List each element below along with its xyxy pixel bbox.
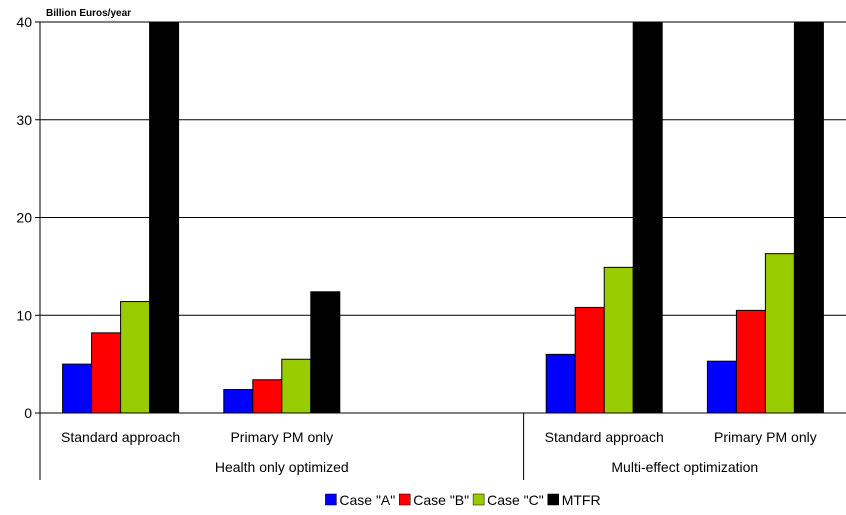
- y-tick-label: 20: [16, 210, 32, 226]
- legend-label: Case "B": [413, 492, 469, 508]
- legend-swatch: [472, 493, 485, 506]
- y-tick-label: 10: [16, 307, 32, 323]
- bar: [62, 363, 93, 414]
- y-tick-label: 0: [24, 405, 32, 421]
- legend-swatch: [399, 493, 411, 506]
- legend-label: Case "C": [487, 492, 544, 508]
- bar: [91, 332, 122, 414]
- bars: [62, 21, 824, 414]
- x-category-label: Primary PM only: [230, 429, 333, 445]
- x-category-label: Standard approach: [545, 429, 664, 445]
- y-tick-labels: 0 10 20 30 40: [16, 14, 32, 421]
- bar: [223, 389, 254, 414]
- x-category-label: Standard approach: [61, 429, 180, 445]
- bar: [735, 309, 766, 414]
- bar: [149, 21, 180, 414]
- legend-label: Case "A": [339, 492, 395, 508]
- y-tick-label: 30: [16, 112, 32, 128]
- y-tick-label: 40: [16, 14, 32, 30]
- bar: [120, 301, 151, 414]
- bar: [545, 353, 576, 414]
- legend: Case "A" Case "B" Case "C" MTFR: [325, 492, 601, 508]
- bar: [574, 306, 605, 414]
- x-category-labels: Standard approach Primary PM only Standard…: [61, 429, 817, 475]
- bar: [632, 21, 663, 414]
- bar: [764, 253, 795, 414]
- y-axis-title: Billion Euros/year: [46, 8, 131, 19]
- bar: [252, 379, 283, 414]
- legend-label: MTFR: [562, 492, 601, 508]
- bar: [706, 360, 737, 414]
- bar: [603, 266, 634, 414]
- axes: [35, 21, 846, 480]
- x-group-label: Multi-effect optimization: [611, 459, 758, 475]
- legend-swatch: [325, 493, 337, 506]
- bar: [310, 291, 341, 414]
- legend-swatch: [547, 493, 559, 506]
- bar: [793, 21, 824, 414]
- bar: [281, 358, 312, 414]
- x-category-label: Primary PM only: [714, 429, 817, 445]
- x-group-label: Health only optimized: [215, 459, 349, 475]
